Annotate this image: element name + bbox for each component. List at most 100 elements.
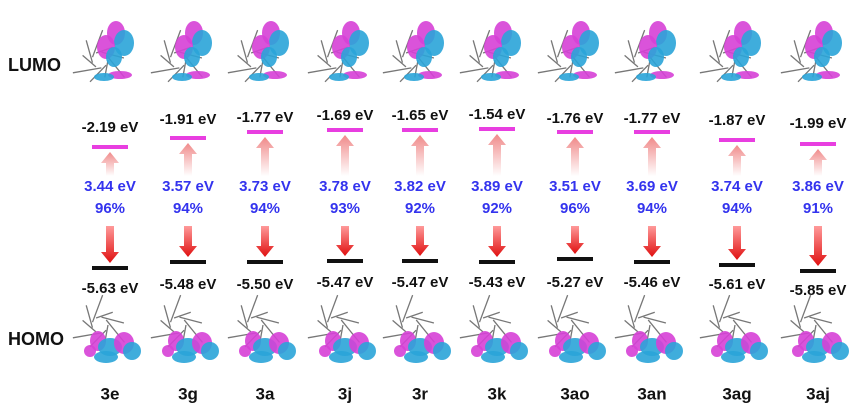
compound-label: 3an <box>637 384 666 403</box>
lumo-orbital <box>538 21 599 82</box>
gap-energy: 3.44 eV <box>84 178 136 195</box>
gap-percent: 94% <box>173 200 203 217</box>
orbital-lobe <box>433 342 451 360</box>
bond <box>318 55 331 67</box>
orbital-lobe <box>261 47 277 67</box>
homo-orbital <box>383 295 451 363</box>
bond <box>151 68 179 73</box>
orbital-lobe <box>249 351 273 363</box>
orbital-lobe <box>172 73 192 81</box>
bond <box>538 68 566 73</box>
down-arrow <box>179 226 197 257</box>
lumo-orbital <box>73 21 134 82</box>
gap-energy: 3.78 eV <box>319 178 371 195</box>
bond <box>161 320 174 332</box>
gap-percent: 94% <box>722 200 752 217</box>
gap-energy: 3.86 eV <box>792 178 844 195</box>
homo-energy: -5.50 eV <box>237 276 294 293</box>
homo-energy: -5.27 eV <box>547 274 604 291</box>
gap-energy: 3.51 eV <box>549 178 601 195</box>
gap-energy: 3.57 eV <box>162 178 214 195</box>
lumo-orbital <box>383 21 444 82</box>
homo-orbital <box>308 295 376 363</box>
orbital-lobe <box>162 345 174 357</box>
gap-energy: 3.69 eV <box>626 178 678 195</box>
bond <box>101 317 123 323</box>
homo-orbital <box>615 295 683 363</box>
bond <box>791 320 804 332</box>
orbital-lobe <box>404 73 424 81</box>
bond <box>83 55 96 67</box>
bond <box>238 55 251 67</box>
orbital-lobe <box>278 342 296 360</box>
orbital-lobe <box>559 351 583 363</box>
orbital-lobe <box>471 345 483 357</box>
homo-level <box>634 260 670 264</box>
homo-energy: -5.61 eV <box>709 276 766 293</box>
lumo-level <box>327 128 363 132</box>
lumo-energy: -1.54 eV <box>469 106 526 123</box>
bond <box>710 55 723 67</box>
compound-label: 3aj <box>806 384 830 403</box>
bond <box>615 68 643 73</box>
bond <box>251 312 268 318</box>
bond <box>561 312 578 318</box>
compound-label: 3ag <box>722 384 751 403</box>
homo-level <box>800 269 836 273</box>
orbital-lobe <box>831 342 849 360</box>
orbital-lobe <box>571 47 587 67</box>
bond <box>174 312 191 318</box>
compound-label: 3a <box>256 384 275 403</box>
down-arrow <box>809 226 827 266</box>
lumo-energy: -1.87 eV <box>709 112 766 129</box>
lumo-level <box>402 128 438 132</box>
lumo-level <box>479 127 515 131</box>
gap-percent: 96% <box>95 200 125 217</box>
gap-percent: 93% <box>330 200 360 217</box>
bond <box>318 320 331 332</box>
down-arrow <box>101 226 119 263</box>
up-arrow <box>488 134 506 176</box>
gap-percent: 92% <box>405 200 435 217</box>
lumo-energy: -1.77 eV <box>237 109 294 126</box>
compound-label: 3g <box>178 384 198 403</box>
orbital-lobe <box>792 345 804 357</box>
bond <box>406 312 423 318</box>
lumo-energy: -1.91 eV <box>160 111 217 128</box>
orbital-lobe <box>549 345 561 357</box>
bond <box>470 55 483 67</box>
gap-percent: 96% <box>560 200 590 217</box>
up-arrow <box>179 143 197 176</box>
orbital-lobe <box>329 73 349 81</box>
orbital-lobe <box>249 73 269 81</box>
orbital-lobe <box>802 73 822 81</box>
homo-label: HOMO <box>8 329 64 349</box>
bond <box>809 317 831 323</box>
bond <box>548 55 561 67</box>
orbital-lobe <box>636 73 656 81</box>
homo-orbital <box>228 295 296 363</box>
orbital-lobe <box>510 342 528 360</box>
gap-energy: 3.73 eV <box>239 178 291 195</box>
orbital-lobe <box>94 351 118 363</box>
bond <box>308 68 336 73</box>
orbital-lobe <box>329 351 353 363</box>
orbital-lobe <box>358 342 376 360</box>
orbital-lobe <box>665 342 683 360</box>
bond <box>393 320 406 332</box>
homo-orbital <box>700 295 768 363</box>
gap-percent: 94% <box>637 200 667 217</box>
bond <box>643 317 665 323</box>
up-arrow <box>101 152 119 176</box>
down-arrow <box>411 226 429 256</box>
bond <box>470 320 483 332</box>
bond <box>383 68 411 73</box>
orbital-lobe <box>493 47 509 67</box>
bond <box>460 68 488 73</box>
bond <box>791 55 804 67</box>
energy-diagram: LUMO HOMO -2.19 eV3.44 eV96%-5.63 eV3e-1… <box>0 0 862 409</box>
homo-energy: -5.63 eV <box>82 280 139 297</box>
bond <box>781 68 809 73</box>
homo-level <box>170 260 206 264</box>
lumo-orbital <box>700 21 761 82</box>
